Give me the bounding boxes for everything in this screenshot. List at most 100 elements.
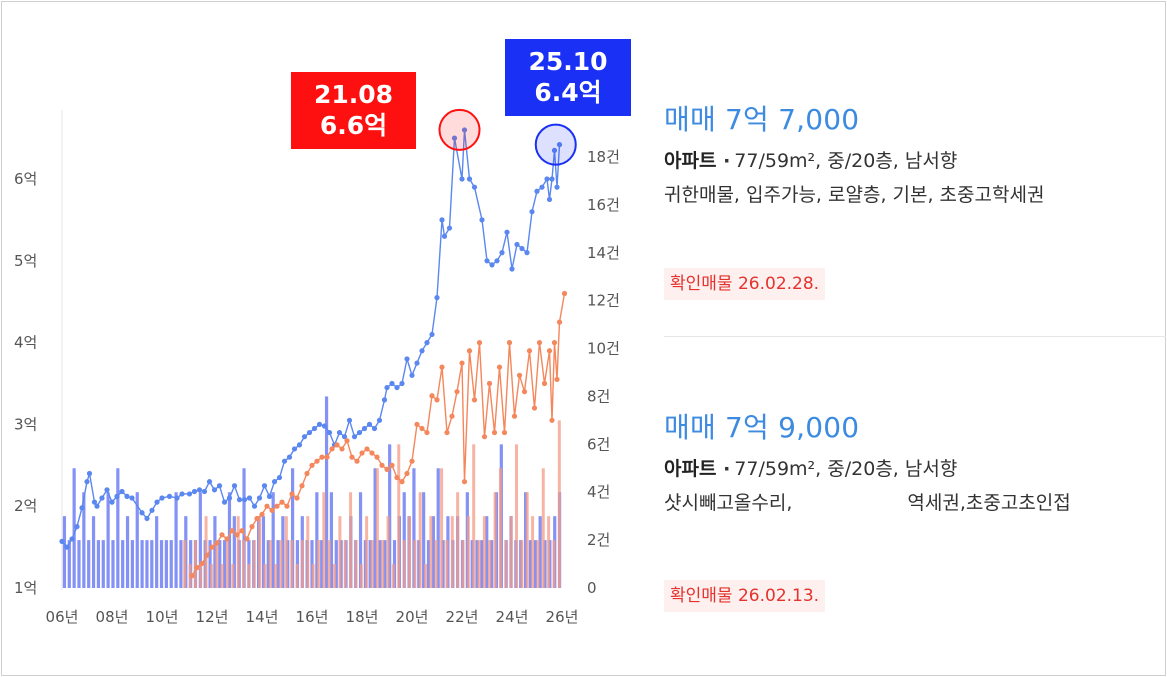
- x-tick-label: 22년: [446, 608, 479, 626]
- series-point-2: [394, 474, 400, 481]
- series-point-1: [99, 495, 105, 501]
- series-point-1: [356, 429, 363, 436]
- verified-badge: 확인매물 26.02.28.: [664, 268, 826, 300]
- volume-bar-2: [252, 540, 256, 588]
- volume-bar-2: [349, 492, 353, 588]
- series-point-1: [381, 397, 388, 403]
- series-point-1: [201, 488, 208, 495]
- volume-bar-2: [316, 540, 320, 588]
- volume-bar-2: [557, 420, 561, 588]
- series-point-2: [344, 438, 350, 444]
- series-point-2: [414, 421, 420, 427]
- series-point-1: [296, 442, 303, 448]
- volume-bar-1: [82, 492, 86, 588]
- volume-bar-1: [135, 492, 139, 588]
- series-point-1: [246, 495, 253, 501]
- listing-price[interactable]: 매매 7억 9,000: [664, 411, 860, 444]
- series-point-1: [306, 429, 313, 436]
- volume-bar-2: [515, 444, 519, 588]
- series-point-1: [86, 470, 93, 477]
- series-point-1: [546, 196, 553, 203]
- series-point-1: [419, 348, 425, 354]
- series-point-1: [389, 380, 395, 387]
- volume-bar-1: [145, 540, 149, 588]
- series-point-1: [351, 434, 358, 440]
- volume-bar-1: [213, 516, 217, 588]
- series-point-1: [154, 499, 160, 505]
- series-point-1: [104, 487, 110, 493]
- series-point-2: [481, 434, 488, 440]
- x-tick-label: 14년: [246, 608, 279, 626]
- series-point-1: [114, 493, 120, 499]
- series-point-2: [444, 429, 450, 436]
- series-point-2: [364, 446, 370, 452]
- listing-price[interactable]: 매매 7억 7,000: [664, 103, 860, 136]
- series-point-2: [209, 544, 215, 550]
- volume-bar-1: [373, 468, 377, 588]
- volume-bar-1: [485, 516, 489, 588]
- volume-bar-2: [284, 516, 288, 588]
- series-point-1: [206, 479, 213, 485]
- volume-bar-2: [525, 492, 529, 588]
- callout-red-date: 21.08: [313, 80, 394, 109]
- series-point-1: [554, 184, 560, 190]
- volume-bar-1: [62, 516, 67, 588]
- series-point-2: [496, 364, 503, 370]
- volume-bar-1: [334, 540, 338, 588]
- listing-card[interactable]: 매매 7억 7,000 아파트 · 77/59m², 중/20층, 남서향 귀한매…: [664, 100, 1144, 300]
- series-point-1: [409, 372, 415, 378]
- volume-bar-1: [72, 468, 76, 588]
- volume-bar-2: [488, 540, 492, 588]
- volume-bar-2: [498, 468, 502, 588]
- listing-tags: 샷시빼고올수리, 역세권,초중고초인접: [664, 488, 1144, 518]
- volume-bar-1: [276, 540, 280, 588]
- volume-bar-2: [493, 492, 497, 588]
- volume-bar-2: [354, 540, 358, 588]
- series-point-2: [264, 503, 270, 509]
- series-point-2: [561, 290, 568, 297]
- volume-bar-2: [183, 540, 187, 588]
- series-point-2: [399, 479, 405, 485]
- series-point-2: [229, 528, 235, 534]
- series-point-1: [504, 229, 510, 235]
- series-point-2: [354, 458, 360, 464]
- series-point-1: [489, 262, 495, 268]
- x-tick-label: 24년: [496, 608, 529, 626]
- series-point-1: [404, 356, 410, 362]
- listing-card[interactable]: 매매 7억 9,000 아파트 · 77/59m², 중/20층, 남서향 샷시빼…: [664, 408, 1144, 612]
- series-point-1: [91, 499, 98, 505]
- series-point-2: [409, 458, 415, 464]
- series-point-1: [316, 421, 323, 427]
- y-right-tick-label: 12건: [587, 292, 620, 310]
- volume-bar-1: [232, 516, 236, 588]
- volume-bar-2: [193, 540, 197, 588]
- volume-bar-1: [164, 540, 168, 588]
- series-point-1: [196, 487, 203, 493]
- y-right-tick-label: 10건: [587, 340, 620, 358]
- series-point-1: [326, 429, 333, 436]
- volume-bar-2: [450, 516, 454, 588]
- series-point-1: [494, 258, 500, 264]
- series-point-1: [159, 495, 165, 501]
- series-point-1: [226, 495, 233, 501]
- series-point-1: [376, 417, 383, 423]
- volume-bar-1: [174, 492, 178, 588]
- volume-bar-2: [381, 540, 385, 588]
- series-point-1: [479, 217, 485, 223]
- volume-bar-2: [370, 540, 374, 588]
- volume-bar-2: [300, 540, 304, 588]
- volume-bar-1: [431, 516, 435, 588]
- volume-bar-1: [290, 468, 295, 588]
- series-point-2: [389, 462, 395, 468]
- series-point-1: [144, 515, 150, 522]
- redacted-mask: [792, 491, 908, 516]
- volume-bar-1: [388, 444, 392, 588]
- listing-specs: 아파트 · 77/59m², 중/20층, 남서향: [664, 150, 958, 172]
- listing-tags-tail: 역세권,초중고초인접: [907, 492, 1071, 514]
- volume-bar-2: [311, 564, 315, 588]
- listing-spec-detail: 77/59m², 중/20층, 남서향: [734, 458, 958, 480]
- series-point-2: [511, 413, 518, 419]
- series-point-1: [216, 483, 223, 489]
- volume-bar-1: [179, 540, 183, 588]
- volume-bar-1: [266, 540, 270, 588]
